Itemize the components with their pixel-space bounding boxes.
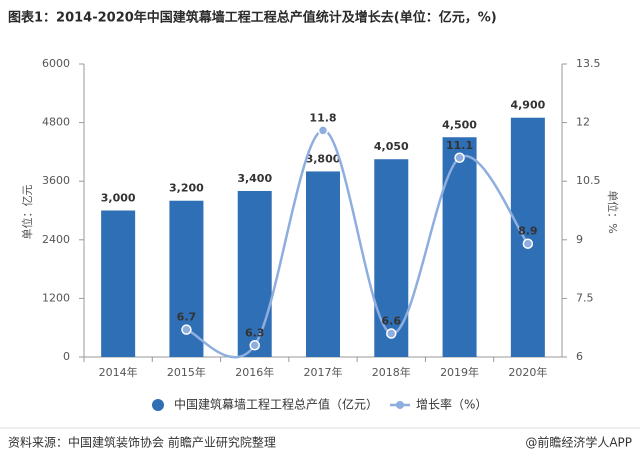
line-marker [181,324,192,335]
bar-value-label: 3,000 [101,192,136,205]
y-tick-label: 0 [63,350,70,363]
bar-value-label: 3,800 [306,152,341,165]
y-axis-label: 单位：亿元 [20,185,34,240]
bar [510,117,545,357]
bar-value-label: 4,500 [442,118,477,131]
y-tick-label: 1200 [42,291,70,304]
line-value-label: 11.1 [446,139,473,152]
bar-value-label: 3,200 [169,182,204,195]
bar [237,190,272,357]
line-value-label: 8.9 [518,225,538,238]
line-marker [317,125,329,136]
y2-tick-label: 10.5 [576,174,601,187]
bar-value-label: 4,050 [374,140,409,153]
x-tick-label: 2017年 [304,365,343,379]
y-tick-label: 2400 [42,233,70,246]
credit: @前瞻经济学人APP [525,435,632,450]
line [185,129,529,359]
x-tick-label: 2020年 [508,365,547,379]
x-tick-label: 2015年 [167,365,206,379]
y2-axis-label: 单位：% [606,190,620,233]
source: 资料来源：中国建筑装饰协会 前瞻产业研究院整理 [8,435,276,450]
legend-label: 增长率（%） [416,397,487,412]
line-value-label: 6.6 [382,315,402,328]
legend-swatch [396,401,404,409]
line-value-label: 6.3 [245,326,265,339]
y2-tick-label: 7.5 [576,291,594,304]
bar [101,210,136,357]
x-tick-label: 2014年 [99,365,138,379]
line-marker [522,238,534,249]
line-value-label: 11.8 [309,111,336,124]
y-tick-label: 3600 [42,174,70,187]
bar [306,171,340,357]
x-tick-label: 2019年 [440,365,479,379]
legend-swatch [152,399,164,411]
line-marker [386,328,397,339]
chart-title: 图表1：2014-2020年中国建筑幕墙工程工程总产值统计及增长去(单位：亿元，… [8,10,497,26]
bar [442,137,477,357]
legend-label: 中国建筑幕墙工程工程总产值（亿元） [174,397,378,412]
y2-tick-label: 6 [576,350,583,363]
x-tick-label: 2018年 [372,365,411,379]
y2-tick-label: 13.5 [576,57,601,70]
y-tick-label: 6000 [42,57,70,70]
bar-value-label: 4,900 [510,99,545,112]
y2-tick-label: 9 [576,233,583,246]
bar-value-label: 3,400 [237,172,272,185]
y2-tick-label: 12 [576,116,590,129]
x-tick-label: 2016年 [235,365,274,379]
y-tick-label: 4800 [42,116,70,129]
line-marker [454,152,465,164]
line-value-label: 6.7 [177,311,197,324]
line-marker [249,340,260,351]
